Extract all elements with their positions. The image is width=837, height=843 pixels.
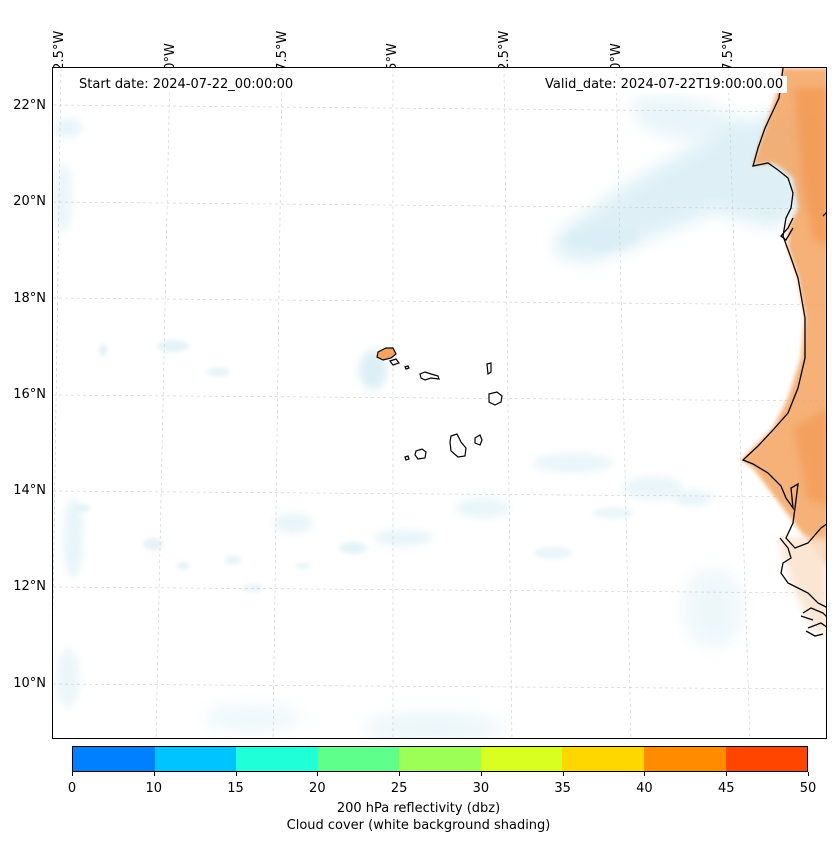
colorbar-segment-25-30 xyxy=(399,747,481,771)
colorbar-tickmark xyxy=(72,772,73,776)
colorbar-segment-10-15 xyxy=(154,747,237,771)
coastline xyxy=(741,68,826,637)
start-date-label: Start date: 2024-07-22_00:00:00 xyxy=(75,76,298,93)
colorbar-tickmark xyxy=(808,772,809,776)
island-santo-antao xyxy=(376,347,397,361)
graticule xyxy=(53,68,826,738)
cape-verde-islands xyxy=(376,347,503,461)
map-canvas xyxy=(53,68,826,738)
colorbar-segment-30-35 xyxy=(480,747,563,771)
lat-label-20n: 20°N xyxy=(13,194,46,209)
colorbar-tick: 15 xyxy=(227,781,244,796)
colorbar-tickmark xyxy=(399,772,401,776)
lat-label-18n: 18°N xyxy=(13,291,46,306)
lat-label-14n: 14°N xyxy=(13,483,46,498)
lat-label-12n: 12°N xyxy=(13,579,46,594)
island-sal xyxy=(486,362,492,376)
colorbar-segment-0-10 xyxy=(73,747,155,771)
colorbar-tick: 50 xyxy=(799,781,817,796)
colorbar-tickmark xyxy=(153,772,155,776)
island-brava xyxy=(404,455,410,461)
colorbar-segment-45-50 xyxy=(725,747,808,771)
island-santiago xyxy=(449,433,467,458)
colorbar-label: 200 hPa reflectivity (dbz) xyxy=(336,801,501,816)
lat-label-22n: 22°N xyxy=(13,98,46,113)
cloud-shading-layer xyxy=(53,96,813,738)
island-boa-vista xyxy=(488,391,503,406)
reflectivity-colorbar xyxy=(72,746,808,772)
valid-date-label: Valid_date: 2024-07-22T19:00:00.00 xyxy=(541,76,788,93)
colorbar-tickmark xyxy=(726,772,728,776)
colorbar-segment-20-25 xyxy=(317,747,400,771)
lat-label-10n: 10°N xyxy=(13,676,46,691)
colorbar-segment-40-45 xyxy=(643,747,726,771)
colorbar-tickmark xyxy=(480,772,482,776)
island-santa-luzia xyxy=(404,365,410,370)
colorbar-tick: 40 xyxy=(636,781,653,796)
colorbar-tickmark xyxy=(562,772,564,776)
island-fogo xyxy=(414,448,427,460)
colorbar-tick: 10 xyxy=(145,781,163,796)
colorbar-tick: 20 xyxy=(309,781,326,796)
colorbar-tickmark xyxy=(317,772,319,776)
colorbar-tick: 45 xyxy=(717,781,735,796)
colorbar-segment-15-20 xyxy=(236,747,318,771)
island-maio xyxy=(474,434,483,446)
colorbar-tickmark xyxy=(235,772,237,776)
colorbar-tick: 30 xyxy=(472,781,490,796)
colorbar-tick: 35 xyxy=(554,781,571,796)
colorbar-tick: 25 xyxy=(390,781,408,796)
colorbar-segment-35-40 xyxy=(562,747,644,771)
map-panel[interactable] xyxy=(52,67,827,739)
colorbar-tick: 0 xyxy=(67,781,77,796)
lat-label-16n: 16°N xyxy=(13,387,46,402)
colorbar-sublabel: Cloud cover (white background shading) xyxy=(286,818,551,833)
island-sao-vicente xyxy=(389,358,400,366)
island-sao-nicolau xyxy=(419,371,440,381)
colorbar-tickmark xyxy=(644,772,646,776)
